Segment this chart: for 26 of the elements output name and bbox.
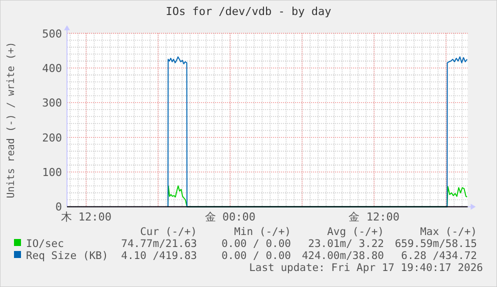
chart-title: IOs for /dev/vdb - by day xyxy=(166,5,332,18)
y-tick-label: 500 xyxy=(42,27,62,40)
y-tick-label: 0 xyxy=(55,200,62,214)
y-tick-label: 200 xyxy=(42,131,62,144)
text: 424.00m/38.80 xyxy=(302,250,384,262)
text: Max (-/+) xyxy=(420,226,477,238)
text: 4.10 /419.83 xyxy=(121,250,197,262)
y-axis-title: Units read (-) / write (+) xyxy=(6,42,17,198)
y-tick-label: 400 xyxy=(42,62,62,75)
y-tick-label: 300 xyxy=(42,96,62,110)
text: 74.77m/21.63 xyxy=(121,238,197,250)
y-tick-label: 100 xyxy=(42,166,62,180)
text: Last update: Fri Apr 17 19:40:17 2026 xyxy=(249,262,483,274)
legend-label: IO/sec xyxy=(26,238,64,250)
text: Min (-/+) xyxy=(234,226,291,238)
text: 0.00 / 0.00 xyxy=(221,250,291,262)
x-tick-label: 金 12:00 xyxy=(348,210,400,224)
x-tick-label: 木 12:00 xyxy=(60,210,112,224)
text: 659.59m/58.15 xyxy=(394,238,477,250)
x-tick-label: 金 00:00 xyxy=(204,210,256,224)
text: Cur (-/+) xyxy=(140,226,197,238)
text: 23.01m/ 3.22 xyxy=(308,238,384,250)
legend-label: Req Size (KB) xyxy=(26,250,108,262)
text: Avg (-/+) xyxy=(327,226,384,238)
text: 6.28 /434.72 xyxy=(401,250,477,262)
text: 0.00 / 0.00 xyxy=(221,238,291,250)
